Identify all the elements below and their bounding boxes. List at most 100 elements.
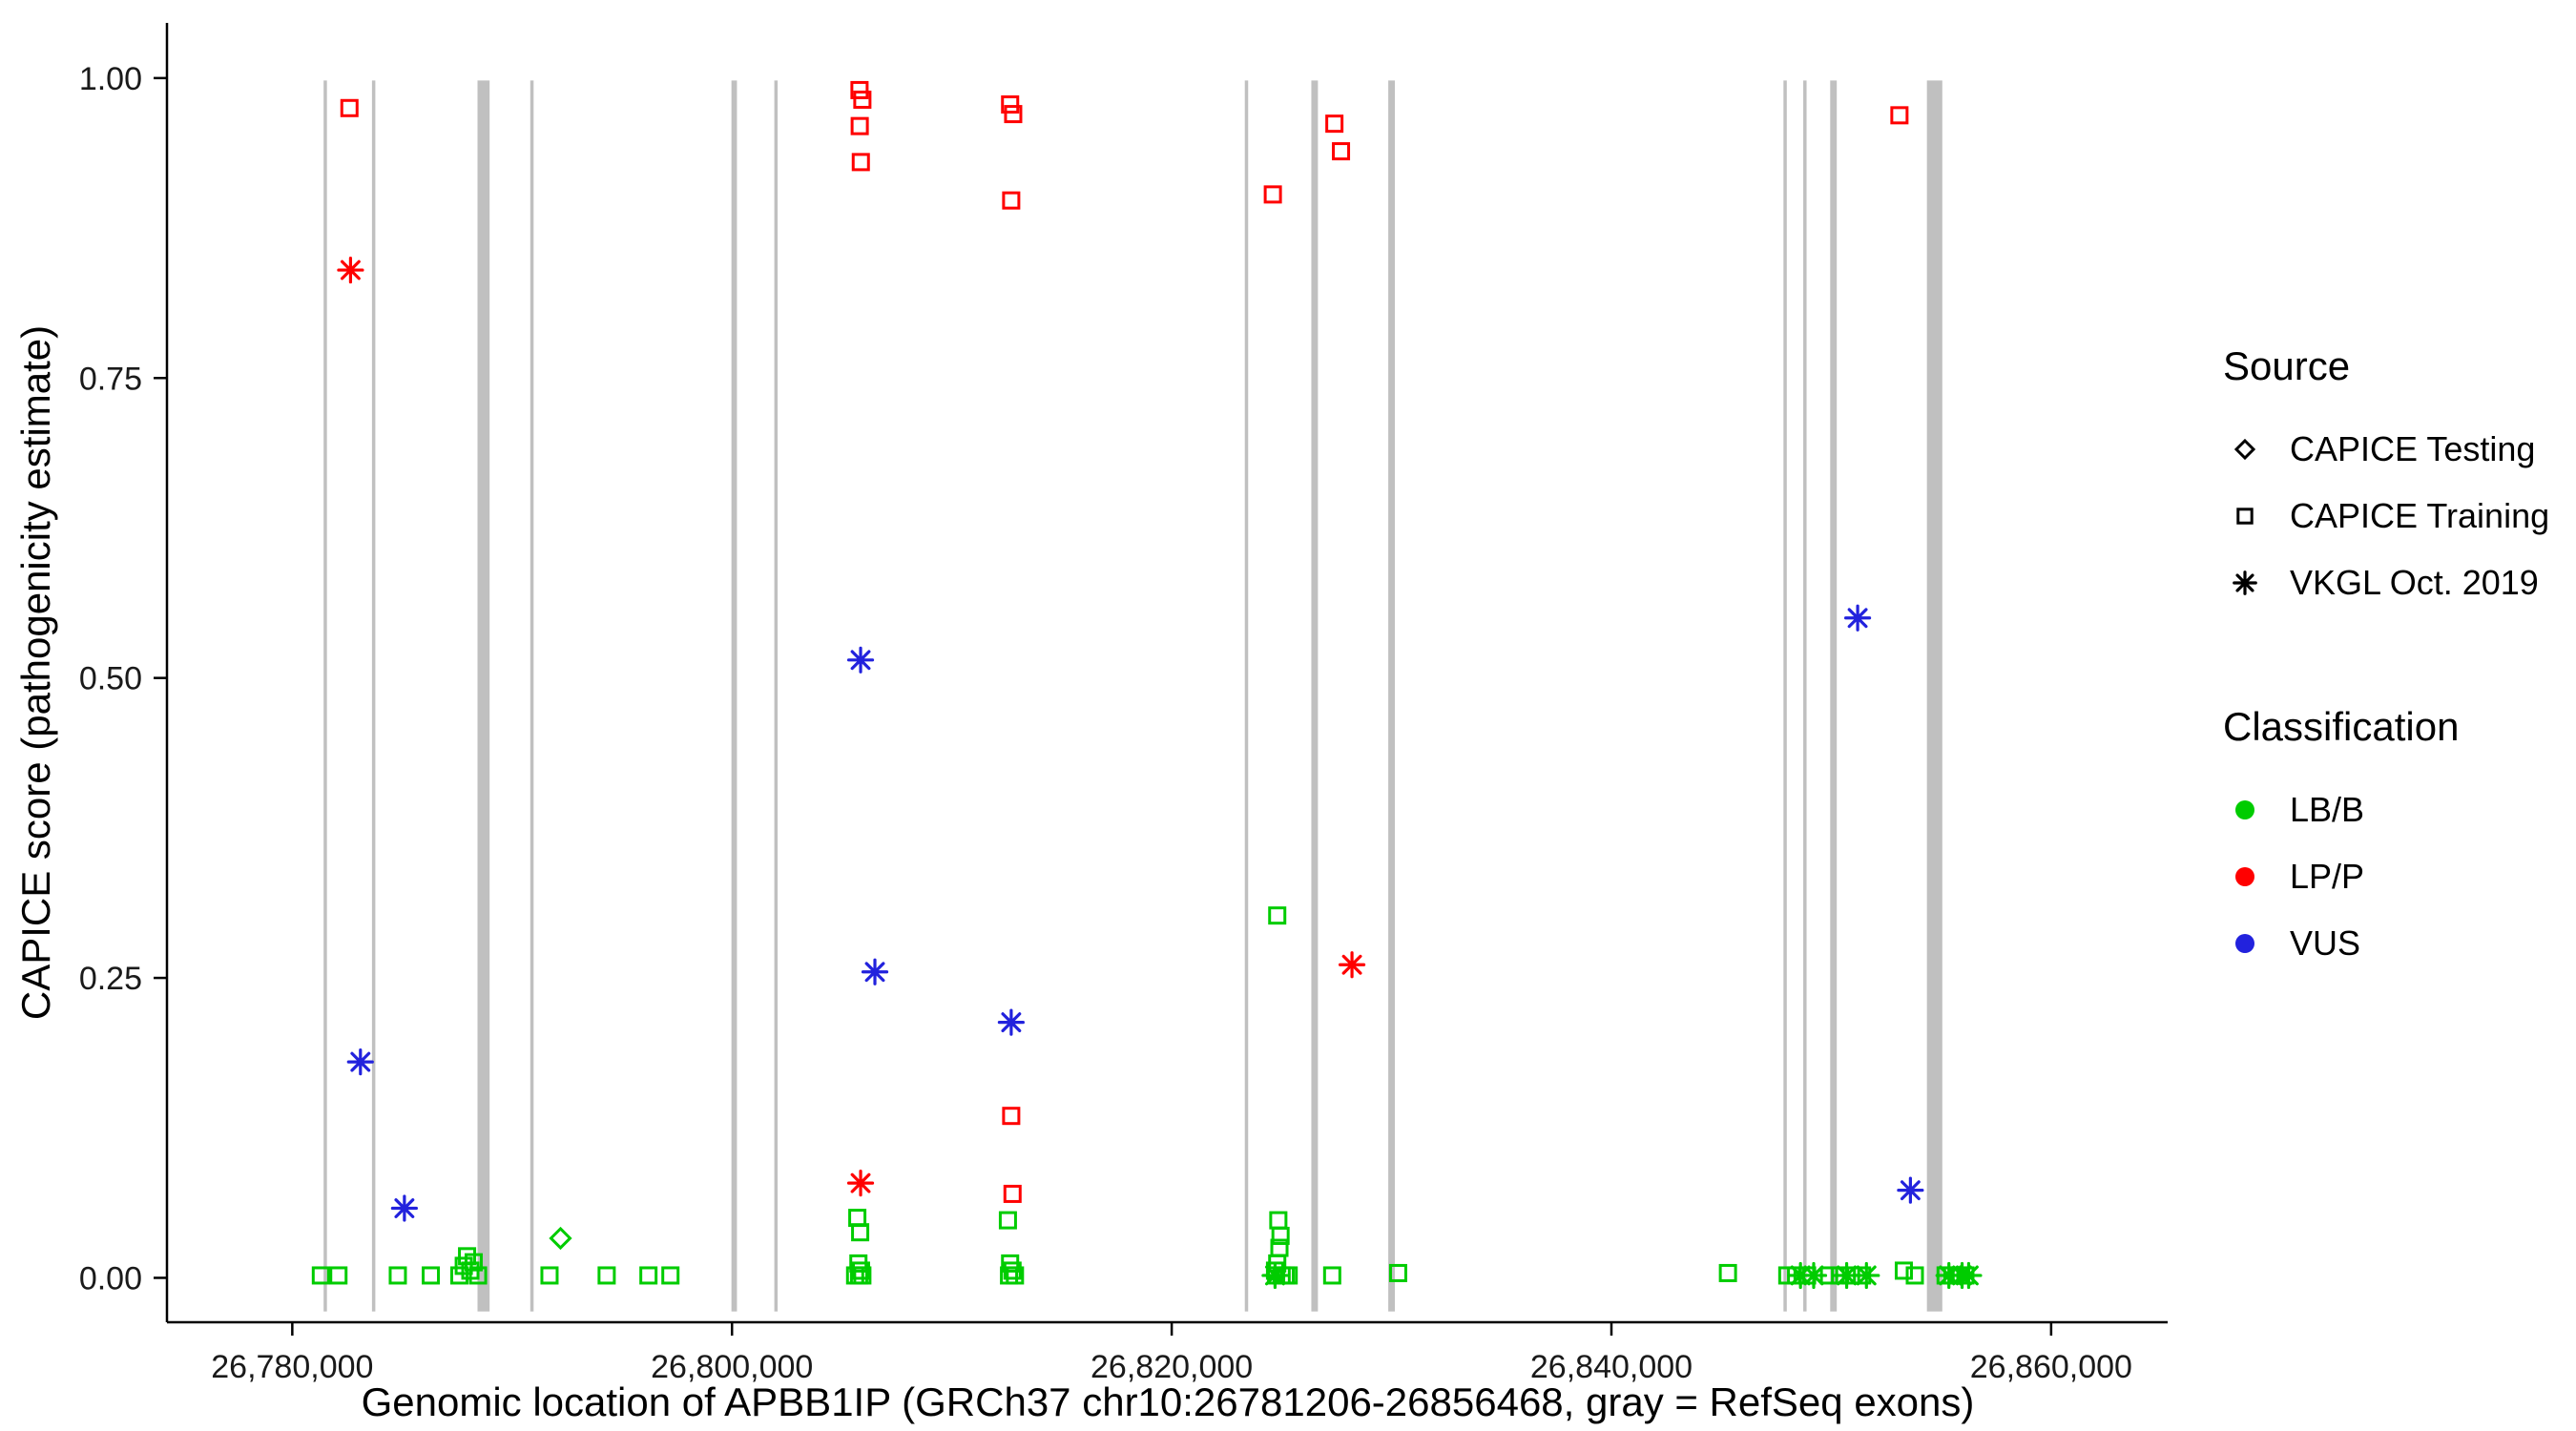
point-square (388, 1266, 407, 1285)
point-asterisk (1338, 951, 1366, 979)
point-asterisk (337, 256, 364, 284)
point-asterisk (861, 958, 889, 985)
point-square (850, 116, 869, 135)
legend-item-label: VKGL Oct. 2019 (2290, 563, 2539, 602)
color-dot-icon (2235, 867, 2254, 886)
exon-bar (530, 80, 534, 1312)
point-square (1332, 142, 1351, 161)
point-asterisk (1261, 1261, 1289, 1290)
point-square (851, 1223, 870, 1242)
exon-bar (1388, 80, 1396, 1312)
point-square (2236, 508, 2254, 525)
legend-item-label: CAPICE Testing (2290, 429, 2536, 468)
y-tick-label: 0.25 (79, 961, 142, 997)
point-diamond (549, 1226, 572, 1251)
point-square (540, 1266, 559, 1285)
series-vus-asterisk (346, 604, 1924, 1222)
series-lbb-square (311, 906, 1975, 1285)
legend-item-capice-training: CAPICE Training (2223, 483, 2549, 550)
legend-classification-title: Classification (2223, 704, 2460, 749)
x-tick-label: 26,800,000 (651, 1349, 813, 1385)
point-asterisk (846, 1170, 875, 1197)
legend-source: Source CAPICE Testing CAPICE Training VKGL… (2223, 343, 2549, 616)
x-tick-label: 26,860,000 (1970, 1349, 2132, 1385)
legend-item-lb-b: LB/B (2223, 777, 2459, 843)
point-square (597, 1266, 616, 1285)
point-square (853, 90, 872, 109)
exon-bar (323, 80, 327, 1312)
legend-item-lp-p: LP/P (2223, 843, 2459, 910)
point-square (1268, 906, 1287, 925)
exon-bar (1244, 80, 1249, 1312)
legend-item-vus: VUS (2223, 910, 2459, 977)
point-asterisk (2233, 570, 2257, 595)
point-square (1004, 105, 1023, 124)
x-tick-label: 26,780,000 (211, 1349, 373, 1385)
point-square (1269, 1211, 1288, 1230)
asterisk-icon (2233, 570, 2257, 595)
point-square (1003, 1261, 1022, 1280)
point-asterisk (1955, 1261, 1983, 1290)
exon-bar (774, 80, 779, 1312)
point-square (1905, 1266, 1924, 1285)
point-square (464, 1253, 483, 1272)
point-square (850, 80, 869, 99)
point-asterisk (346, 1048, 374, 1076)
point-square (449, 1266, 468, 1285)
point-square (1003, 1184, 1022, 1203)
point-square (1322, 1266, 1341, 1285)
point-square (422, 1266, 441, 1285)
point-square (1263, 185, 1282, 204)
point-square (1002, 1107, 1021, 1126)
point-square (661, 1266, 680, 1285)
point-square (1325, 114, 1344, 134)
series-lpp-square (340, 80, 1909, 1203)
exon-bar (477, 80, 490, 1312)
y-tick-label: 0.00 (79, 1260, 142, 1296)
diamond-icon (2233, 438, 2256, 461)
x-tick-label: 26,840,000 (1530, 1349, 1693, 1385)
point-square (639, 1266, 658, 1285)
point-asterisk (1799, 1261, 1828, 1290)
exon-bar (1311, 80, 1319, 1312)
legend-item-vkgl-oct-2019: VKGL Oct. 2019 (2223, 550, 2549, 616)
legend-item-capice-testing: CAPICE Testing (2223, 416, 2549, 483)
series-lbb-diamond (549, 1226, 572, 1251)
y-tick-label: 1.00 (79, 61, 142, 97)
color-dot-icon (2235, 800, 2254, 819)
legend-item-label: LP/P (2290, 857, 2365, 896)
point-asterisk (1843, 604, 1872, 632)
legend-source-items: CAPICE Testing CAPICE Training VKGL Oct. 2… (2223, 416, 2549, 616)
point-square (1718, 1263, 1737, 1282)
exons-layer (323, 80, 1942, 1312)
y-axis-title: CAPICE score (pathogenicity estimate) (13, 325, 58, 1020)
point-square (1890, 106, 1909, 125)
y-tick-label: 0.75 (79, 361, 142, 397)
square-marker (2223, 494, 2267, 538)
axes-layer: 26,780,000 26,800,000 26,820,000 26,840,000… (79, 23, 2168, 1385)
point-square (1002, 191, 1021, 210)
x-axis-title: Genomic location of APBB1IP (GRCh37 chr1… (362, 1379, 1975, 1424)
point-square (468, 1266, 488, 1285)
asterisk-marker (2223, 561, 2267, 605)
diamond-marker (2223, 427, 2267, 471)
point-asterisk (1853, 1261, 1880, 1290)
exon-bar (1926, 80, 1942, 1312)
point-asterisk (1897, 1176, 1924, 1204)
point-square (1006, 1266, 1025, 1285)
point-diamond (2233, 438, 2256, 461)
legend-item-label: VUS (2290, 923, 2361, 963)
color-dot-icon (2235, 934, 2254, 953)
x-tick-label: 26,820,000 (1091, 1349, 1253, 1385)
legend-classification: Classification LB/B LP/P VUS (2223, 704, 2459, 977)
point-asterisk (997, 1008, 1025, 1036)
point-square (340, 98, 359, 117)
point-asterisk (1833, 1261, 1860, 1290)
square-icon (2236, 508, 2254, 525)
point-asterisk (390, 1194, 418, 1222)
legend-source-title: Source (2223, 343, 2351, 388)
y-tick-label: 0.50 (79, 661, 142, 697)
exon-bar (1783, 80, 1787, 1312)
